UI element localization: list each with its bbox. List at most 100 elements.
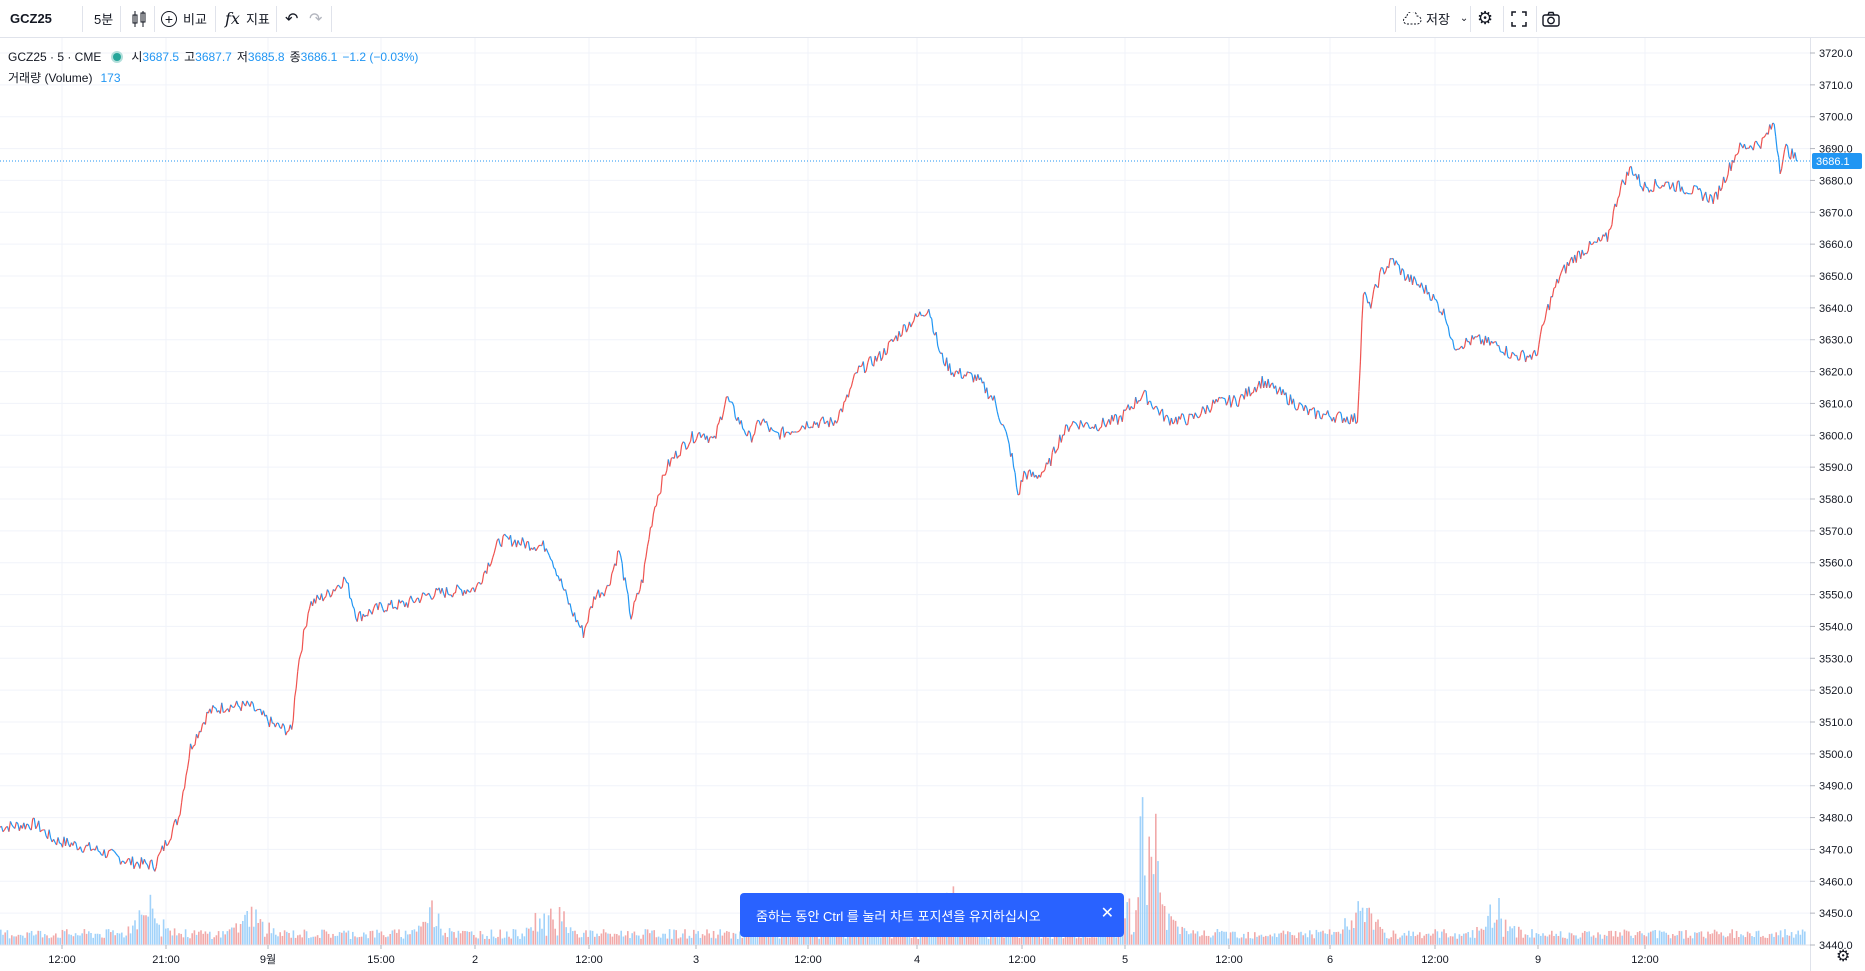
up-segment [341, 576, 345, 587]
up-segment [1303, 405, 1306, 412]
down-segment [143, 859, 147, 864]
volume-bar [785, 931, 787, 945]
up-segment [721, 412, 724, 421]
volume-bar [154, 918, 156, 945]
volume-bar [675, 930, 677, 945]
time-tick-label: 2 [472, 954, 478, 966]
interval-button[interactable]: 5분 [94, 12, 114, 27]
symbol-search-button[interactable]: GCZ25 [10, 11, 52, 26]
down-segment [773, 430, 776, 433]
volume-bar [644, 929, 647, 945]
down-segment [731, 402, 735, 407]
down-segment [1678, 180, 1682, 192]
legend-title[interactable]: GCZ25 · 5 · CME [8, 49, 102, 64]
compare-button[interactable]: + 비교 [161, 0, 207, 37]
up-segment [1321, 413, 1324, 420]
volume-bar [374, 937, 376, 945]
gear-icon[interactable]: ⚙ [1477, 8, 1494, 28]
volume-bar [1214, 932, 1216, 945]
up-segment [987, 396, 991, 400]
settings-gear-icon[interactable]: ⚙ [1836, 948, 1851, 965]
up-segment [1141, 393, 1144, 398]
fullscreen-icon[interactable] [1511, 0, 1527, 37]
up-segment [1039, 471, 1043, 478]
volume-bar [1157, 861, 1159, 945]
volume-bar [396, 932, 398, 945]
down-segment [1435, 299, 1439, 304]
up-segment [1551, 288, 1555, 298]
volume-bar [781, 935, 783, 945]
up-segment [72, 841, 75, 846]
volume-bar [1562, 937, 1564, 945]
redo-icon[interactable]: ↷ [309, 10, 323, 28]
volume-bar [1172, 919, 1175, 945]
up-segment [654, 505, 657, 508]
cloud-icon [1403, 11, 1422, 24]
volume-bar [917, 938, 919, 945]
down-segment [765, 421, 769, 427]
up-segment [798, 428, 802, 432]
price-tick-label: 3520.0 [1819, 685, 1853, 697]
volume-bar [1779, 930, 1782, 945]
volume-bar [1333, 931, 1335, 945]
up-segment [657, 493, 660, 497]
down-segment [380, 603, 384, 609]
down-segment [1709, 193, 1713, 197]
down-segment [1398, 265, 1402, 276]
up-segment [1624, 171, 1628, 185]
volume-bar [1795, 934, 1797, 945]
volume-bar [1465, 933, 1467, 945]
close-icon[interactable]: ✕ [1100, 905, 1114, 922]
down-segment [1228, 395, 1232, 408]
up-segment [679, 444, 683, 456]
up-segment [1078, 420, 1082, 430]
save-button[interactable]: 저장 ⌄ [1402, 0, 1468, 37]
up-segment [1510, 352, 1513, 359]
up-segment [322, 597, 326, 602]
volume-bar [1405, 935, 1408, 945]
down-segment [1196, 415, 1199, 419]
down-segment [620, 555, 623, 564]
volume-bar [1757, 930, 1760, 945]
candles-icon[interactable] [129, 0, 149, 37]
volume-bar [1696, 932, 1698, 945]
volume-bar [616, 934, 618, 945]
volume-bar [816, 934, 818, 945]
down-segment [597, 589, 601, 598]
compare-label: 비교 [183, 12, 207, 27]
undo-icon[interactable]: ↶ [285, 10, 299, 28]
indicators-button[interactable]: fx 지표 [225, 0, 270, 37]
up-segment [377, 602, 381, 611]
volume-bar [1304, 933, 1307, 945]
down-segment [551, 560, 555, 568]
volume-bar [336, 935, 339, 945]
up-segment [413, 601, 416, 604]
camera-icon[interactable] [1542, 0, 1560, 37]
volume-label[interactable]: 거래량 (Volume) [8, 71, 93, 85]
up-segment [783, 432, 787, 438]
volume-bar [1751, 936, 1753, 945]
volume-bar [976, 935, 979, 945]
volume-bar [156, 923, 158, 945]
volume-bar [235, 923, 237, 945]
up-segment [1361, 294, 1364, 322]
volume-bar [668, 929, 671, 945]
down-segment [145, 862, 148, 866]
volume-bar [1722, 935, 1725, 945]
volume-bar [94, 933, 97, 945]
volume-bar [105, 929, 108, 945]
volume-bar [1144, 875, 1146, 945]
volume-bar [728, 931, 730, 945]
down-segment [949, 363, 952, 376]
price-axis[interactable] [1810, 38, 1865, 971]
volume-bar [741, 937, 743, 945]
price-tick-label: 3690.0 [1819, 144, 1853, 156]
down-segment [212, 705, 215, 708]
volume-bar [224, 934, 226, 945]
volume-bar [1520, 929, 1522, 945]
up-segment [643, 556, 647, 565]
up-segment [1779, 168, 1783, 175]
up-segment [1042, 469, 1046, 473]
volume-bar [783, 929, 785, 945]
